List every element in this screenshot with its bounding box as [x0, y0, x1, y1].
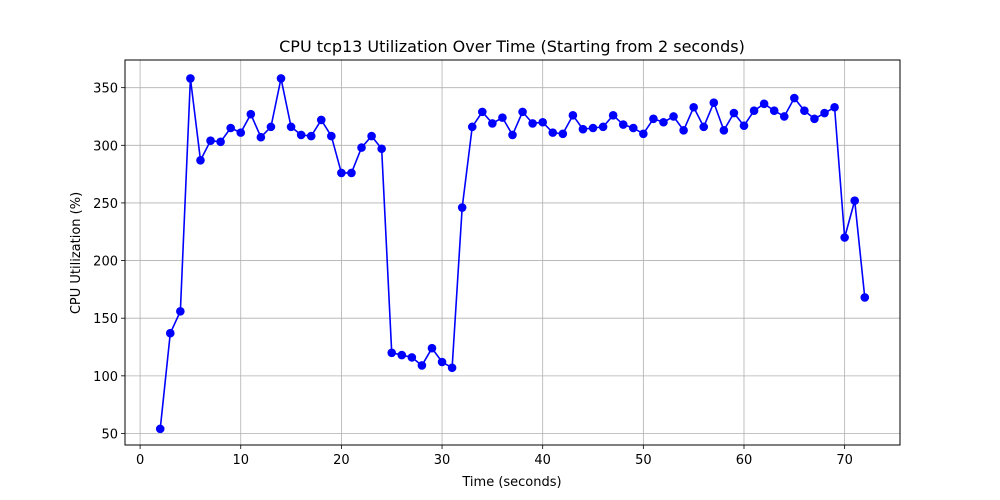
data-point [155, 424, 165, 434]
data-point [266, 122, 276, 132]
data-point [810, 114, 819, 124]
data-point [528, 119, 537, 128]
data-point [739, 121, 749, 131]
data-point [699, 122, 709, 132]
x-tick-label: 70 [836, 453, 853, 468]
data-point [558, 129, 568, 139]
x-tick-label: 30 [434, 453, 451, 468]
data-point [518, 107, 527, 117]
y-tick-label: 300 [93, 139, 118, 154]
y-tick-label: 150 [93, 312, 118, 327]
data-point [478, 107, 487, 117]
data-point [337, 168, 346, 178]
data-point [427, 343, 437, 353]
data-point [820, 108, 829, 118]
data-point [659, 117, 668, 127]
data-point [206, 136, 215, 145]
data-point [286, 122, 296, 132]
x-tick-label: 50 [635, 453, 652, 468]
data-point [216, 137, 225, 147]
y-axis-label: CPU Utilization (%) [69, 192, 84, 314]
x-tick-label: 40 [534, 453, 551, 468]
grid [125, 60, 900, 445]
data-point [749, 106, 759, 116]
data-point [679, 126, 688, 135]
data-point [719, 126, 729, 135]
data-point [649, 114, 658, 124]
data-point [236, 128, 246, 137]
data-point [769, 106, 779, 116]
data-point [608, 111, 618, 120]
data-point [618, 120, 628, 129]
data-point [578, 124, 588, 134]
data-point [186, 74, 195, 83]
data-point [196, 155, 205, 165]
data-point [588, 123, 598, 133]
data-point [387, 348, 397, 358]
data-point [568, 111, 578, 120]
data-point [538, 117, 547, 127]
data-point [377, 144, 386, 154]
data-point [779, 112, 789, 121]
data-point [407, 353, 417, 362]
y-tick-label: 350 [93, 82, 118, 97]
data-point [467, 122, 477, 132]
data-point [246, 109, 256, 119]
data-point [790, 93, 799, 103]
data-point [306, 131, 316, 141]
plot-area [124, 59, 901, 446]
data-point [276, 74, 286, 83]
data-point [689, 102, 698, 112]
y-tick-label: 100 [93, 370, 118, 385]
y-tick-label: 50 [101, 427, 118, 442]
data-point [488, 119, 497, 128]
data-point [457, 203, 467, 212]
data-points [155, 74, 870, 434]
data-point [327, 131, 336, 141]
chart-title: CPU tcp13 Utilization Over Time (Startin… [279, 37, 745, 56]
axis-ticks: 0 10 20 30 40 50 60 70 50 100 150 200 250 300 350 [93, 82, 853, 468]
data-point [226, 123, 235, 133]
x-tick-label: 60 [736, 453, 753, 468]
data-point [447, 363, 457, 373]
data-point [639, 129, 648, 139]
data-point [840, 233, 849, 242]
data-point [347, 168, 356, 178]
data-point [548, 128, 558, 137]
data-point [296, 130, 306, 140]
data-point [759, 99, 769, 109]
data-point [316, 115, 326, 125]
data-point [417, 361, 427, 370]
data-point [176, 306, 185, 316]
y-tick-label: 200 [93, 255, 118, 270]
data-point [165, 328, 175, 338]
x-axis-label: Time (seconds) [461, 475, 561, 490]
data-point [709, 98, 719, 107]
x-tick-label: 10 [232, 453, 249, 468]
data-point [498, 113, 507, 122]
y-tick-label: 250 [93, 197, 118, 212]
data-point [437, 357, 447, 367]
data-point [256, 132, 266, 142]
data-point [357, 143, 366, 152]
data-point [669, 112, 678, 121]
data-point [367, 131, 376, 141]
data-point [860, 293, 870, 302]
x-tick-label: 20 [333, 453, 350, 468]
data-point [729, 108, 739, 118]
data-point [800, 106, 809, 116]
data-point [830, 102, 839, 112]
data-point [508, 130, 517, 140]
data-point [397, 350, 407, 360]
data-point [850, 196, 860, 205]
data-point [628, 123, 638, 133]
x-tick-label: 0 [136, 453, 144, 468]
data-point [598, 122, 608, 132]
